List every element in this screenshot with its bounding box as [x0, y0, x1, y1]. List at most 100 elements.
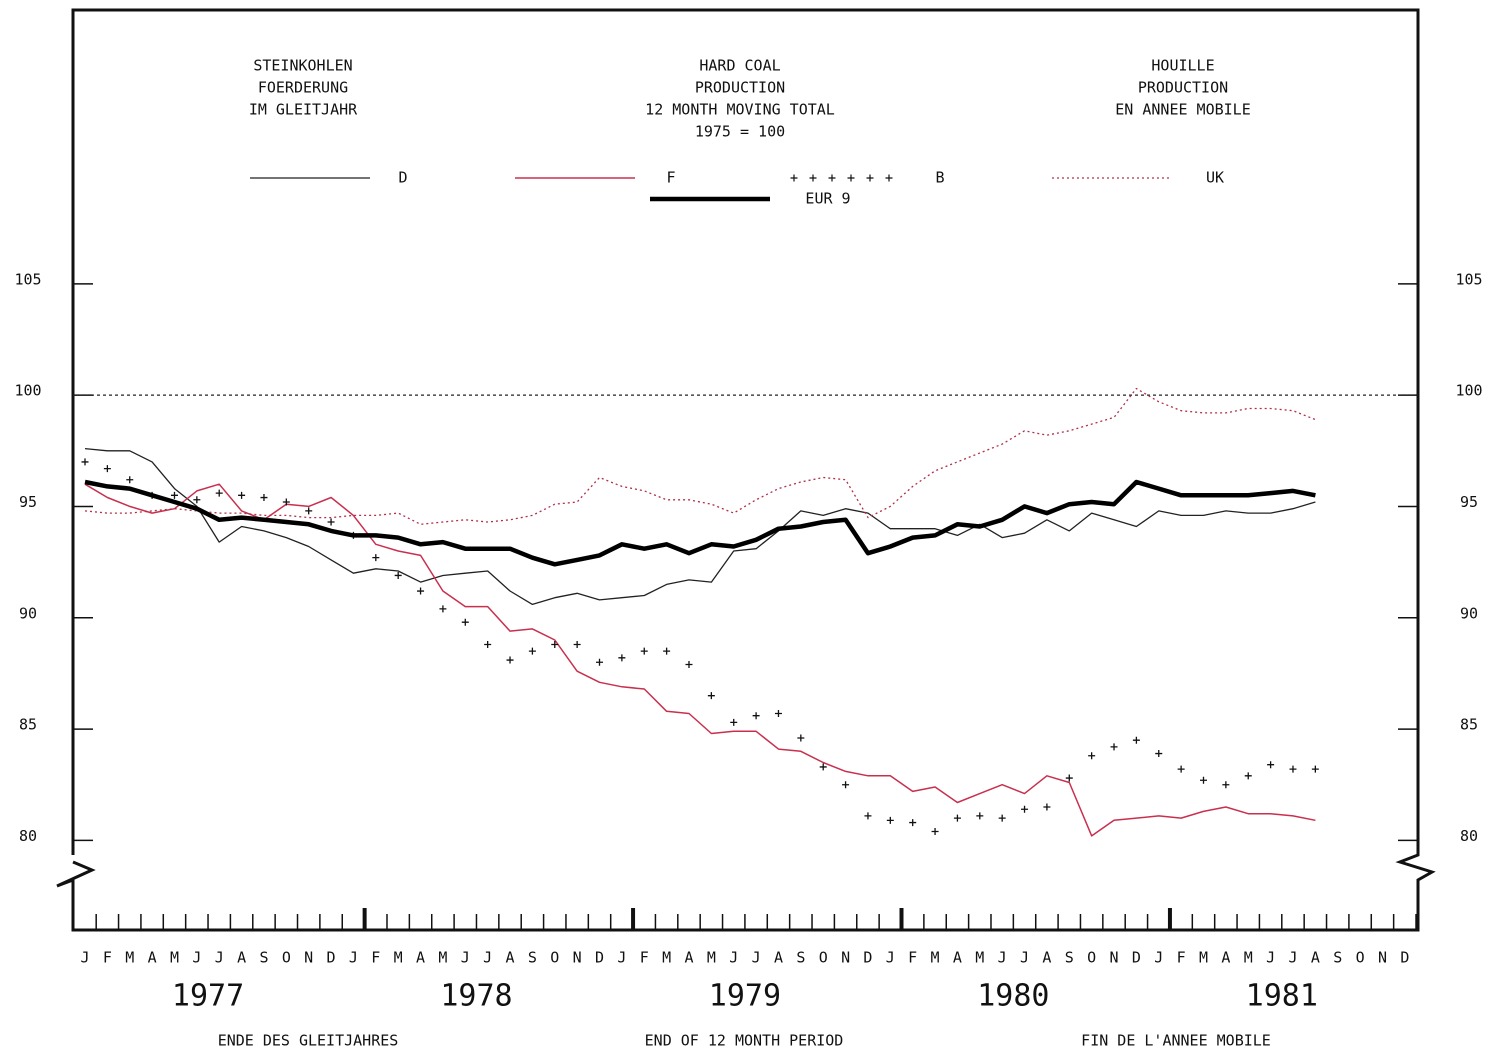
title-line: HOUILLE — [1151, 57, 1214, 75]
x-tick-label: M — [931, 949, 940, 967]
data-point — [193, 496, 201, 504]
x-tick-label: M — [662, 949, 671, 967]
x-tick-label: A — [684, 949, 693, 967]
data-point — [685, 661, 693, 669]
data-point — [439, 605, 447, 613]
x-tick-label: F — [1177, 949, 1186, 967]
x-tick-label: J — [1288, 949, 1297, 967]
data-point — [1065, 774, 1073, 782]
data-point — [1244, 772, 1252, 780]
x-axis-label: ENDE DES GLEITJAHRES — [218, 1032, 399, 1050]
x-tick-label: N — [1110, 949, 1119, 967]
year-label: 1978 — [440, 979, 512, 1014]
x-axis-label: FIN DE L'ANNEE MOBILE — [1081, 1032, 1271, 1050]
x-tick-label: A — [774, 949, 783, 967]
data-point — [461, 618, 469, 626]
data-point — [305, 507, 313, 515]
data-point — [1267, 761, 1275, 769]
x-tick-label: J — [461, 949, 470, 967]
year-label: 1977 — [172, 979, 244, 1014]
x-tick-label: M — [1199, 949, 1208, 967]
legend-label: UK — [1206, 169, 1224, 187]
data-point — [730, 718, 738, 726]
y2-tick-label: 85 — [1460, 716, 1478, 734]
y2-tick-label: 95 — [1460, 493, 1478, 511]
x-tick-label: J — [80, 949, 89, 967]
data-point — [282, 498, 290, 506]
data-point — [394, 571, 402, 579]
data-point — [752, 712, 760, 720]
legend-label: D — [398, 169, 407, 187]
x-tick-label: S — [259, 949, 268, 967]
data-point — [909, 819, 917, 827]
x-tick-label: S — [528, 949, 537, 967]
x-tick-label: A — [237, 949, 246, 967]
y2-tick-label: 80 — [1460, 827, 1478, 845]
x-tick-label: A — [416, 949, 425, 967]
x-tick-label: A — [1311, 949, 1320, 967]
y-tick-label: 105 — [14, 270, 41, 288]
data-point — [126, 476, 134, 484]
x-tick-label: O — [282, 949, 291, 967]
data-point — [170, 491, 178, 499]
x-tick-label: A — [1042, 949, 1051, 967]
y-tick-label: 100 — [14, 382, 41, 400]
x-tick-label: J — [1154, 949, 1163, 967]
x-tick-label: N — [304, 949, 313, 967]
series-line — [84, 483, 1316, 837]
title-line: FOERDERUNG — [258, 79, 348, 97]
data-point — [931, 827, 939, 835]
series-line — [84, 387, 1316, 525]
x-tick-label: J — [998, 949, 1007, 967]
x-tick-label: F — [371, 949, 380, 967]
data-point — [260, 494, 268, 502]
legend-label: F — [666, 169, 675, 187]
data-point — [551, 640, 559, 648]
data-point — [1132, 736, 1140, 744]
x-tick-label: A — [953, 949, 962, 967]
x-tick-label: M — [438, 949, 447, 967]
x-tick-label: A — [506, 949, 515, 967]
y-tick-label: 80 — [19, 827, 37, 845]
x-tick-label: N — [841, 949, 850, 967]
x-tick-label: M — [707, 949, 716, 967]
x-tick-label: J — [349, 949, 358, 967]
x-tick-label: N — [573, 949, 582, 967]
x-tick-label: M — [1244, 949, 1253, 967]
data-point — [372, 554, 380, 562]
data-point — [573, 640, 581, 648]
x-tick-label: J — [729, 949, 738, 967]
x-tick-label: J — [752, 949, 761, 967]
data-point — [842, 781, 850, 789]
data-point — [1155, 750, 1163, 758]
x-tick-label: M — [170, 949, 179, 967]
y-tick-label: 95 — [19, 493, 37, 511]
title-line: STEINKOHLEN — [253, 57, 352, 75]
data-point — [819, 763, 827, 771]
x-tick-label: J — [617, 949, 626, 967]
data-point — [1222, 781, 1230, 789]
data-point — [238, 491, 246, 499]
year-label: 1979 — [709, 979, 781, 1014]
x-tick-label: F — [640, 949, 649, 967]
x-tick-label: S — [796, 949, 805, 967]
data-point — [417, 587, 425, 595]
data-point — [1110, 743, 1118, 751]
title-line: 1975 = 100 — [695, 123, 785, 141]
title-line: PRODUCTION — [695, 79, 785, 97]
x-tick-label: J — [483, 949, 492, 967]
plot-frame — [56, 8, 1436, 932]
y2-tick-label: 105 — [1455, 270, 1482, 288]
x-tick-label: J — [1020, 949, 1029, 967]
x-tick-label: A — [148, 949, 157, 967]
data-point — [998, 814, 1006, 822]
data-point — [640, 647, 648, 655]
data-point — [215, 489, 223, 497]
legend-swatch — [790, 174, 893, 182]
x-tick-label: D — [1132, 949, 1141, 967]
legend-label: EUR 9 — [805, 190, 850, 208]
x-tick-label: M — [125, 949, 134, 967]
data-point — [327, 518, 335, 526]
data-point — [1088, 752, 1096, 760]
x-tick-label: O — [1087, 949, 1096, 967]
